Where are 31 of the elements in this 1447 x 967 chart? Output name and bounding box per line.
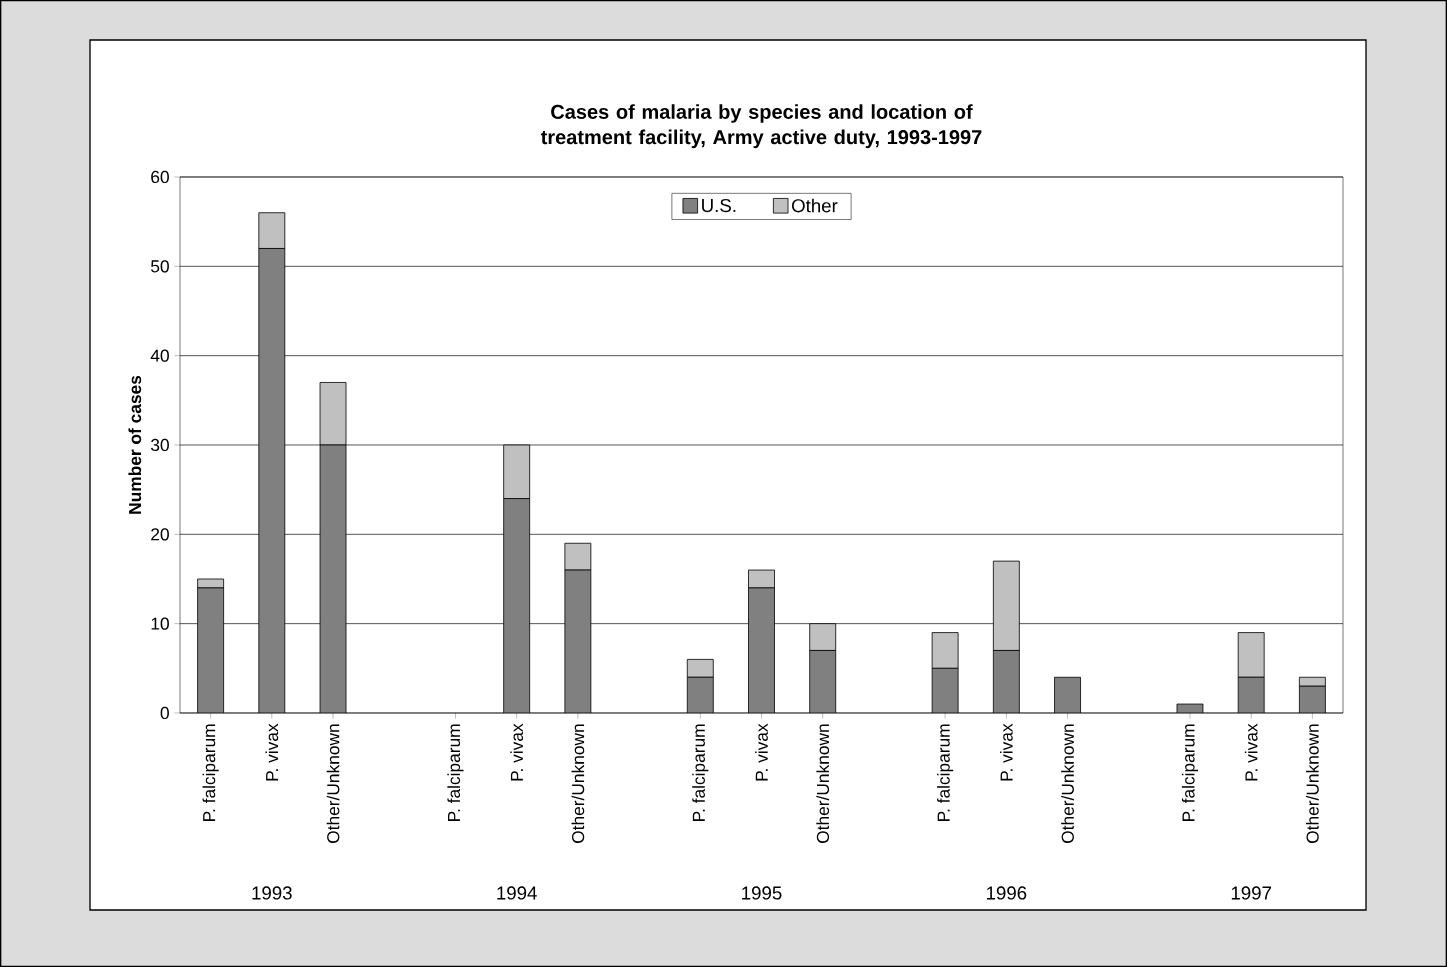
x-tick-label: P. vivax	[999, 723, 1013, 781]
y-tick-label: 0	[160, 706, 169, 720]
text: 1995	[742, 886, 782, 900]
y-tick-label: 40	[150, 349, 169, 362]
x-tick-label: P. vivax	[265, 723, 279, 781]
text: 1993	[252, 886, 292, 900]
x-tick-label: P. vivax	[1244, 723, 1258, 781]
x-tick-label: Other/Unknown	[326, 724, 340, 843]
x-tick-label: P. vivax	[755, 723, 768, 781]
x-tick-label: P. falciparum	[692, 724, 709, 821]
x-tick-label: P. falciparum	[447, 724, 464, 821]
text: 1994	[497, 886, 537, 900]
x-tick-label: Other/Unknown	[1061, 724, 1074, 843]
text: 1996	[987, 886, 1027, 900]
legend-label: Other	[791, 198, 838, 213]
x-tick-label: Other/Unknown	[571, 724, 585, 843]
text: 1997	[1231, 886, 1272, 900]
y-tick-label: 10	[151, 617, 169, 630]
y-tick-label: 20	[151, 528, 169, 541]
x-tick-label: P. falciparum	[1181, 724, 1199, 821]
chart-title: Cases of malaria by species and location of treatment facility, Army active duty, 1993-1997	[540, 104, 982, 149]
y-tick-label: 60	[151, 170, 169, 184]
x-tick-label: P. falciparum	[202, 724, 219, 821]
x-tick-label: P. falciparum	[937, 724, 954, 821]
y-tick-label: 30	[150, 438, 169, 452]
y-axis-title: Number of cases	[128, 375, 142, 514]
legend-label: U.S.	[702, 198, 736, 213]
x-tick-label: P. vivax	[510, 723, 524, 781]
y-tick-label: 50	[151, 260, 169, 273]
x-tick-label: Other/Unknown	[816, 724, 830, 843]
x-tick-label: Other/Unknown	[1306, 724, 1319, 843]
